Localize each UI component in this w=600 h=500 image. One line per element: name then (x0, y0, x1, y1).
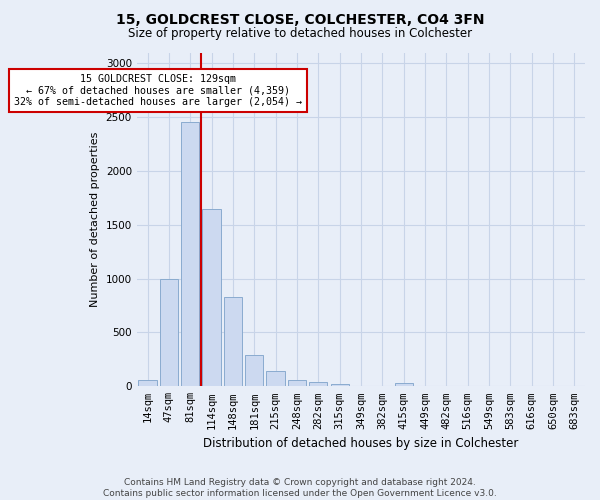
Bar (245, 355, 263, 386)
Y-axis label: Number of detached properties: Number of detached properties (90, 132, 100, 307)
Text: 15 GOLDCREST CLOSE: 129sqm
← 67% of detached houses are smaller (4,359)
32% of s: 15 GOLDCREST CLOSE: 129sqm ← 67% of deta… (14, 74, 302, 107)
Bar (395, 383, 413, 386)
Text: Size of property relative to detached houses in Colchester: Size of property relative to detached ho… (128, 28, 472, 40)
Bar (288, 380, 306, 386)
Bar (224, 297, 242, 386)
Bar (160, 278, 178, 386)
Bar (309, 382, 328, 386)
Bar (331, 384, 349, 386)
Bar (181, 122, 199, 386)
Text: 15, GOLDCREST CLOSE, COLCHESTER, CO4 3FN: 15, GOLDCREST CLOSE, COLCHESTER, CO4 3FN (116, 12, 484, 26)
X-axis label: Distribution of detached houses by size in Colchester: Distribution of detached houses by size … (203, 437, 518, 450)
Bar (202, 208, 221, 386)
Bar (139, 380, 157, 386)
Text: Contains HM Land Registry data © Crown copyright and database right 2024.
Contai: Contains HM Land Registry data © Crown c… (103, 478, 497, 498)
Bar (266, 370, 284, 386)
